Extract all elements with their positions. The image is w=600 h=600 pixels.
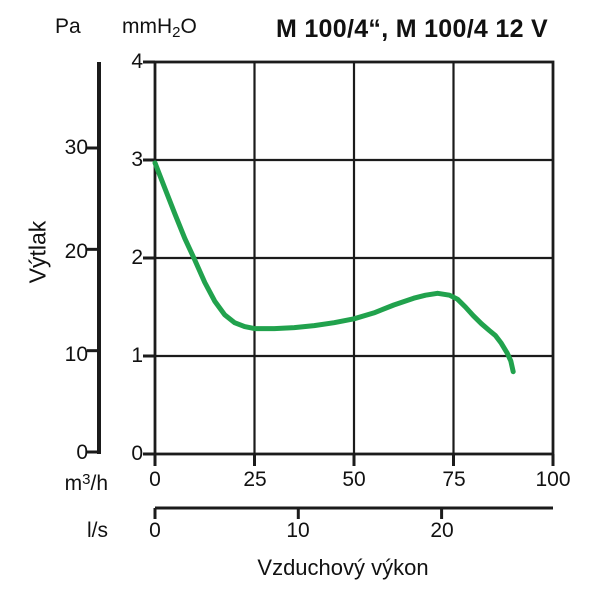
m3h-tick-label-25: 25 bbox=[243, 468, 267, 491]
m3h-tick-label-50: 50 bbox=[342, 468, 366, 491]
m3h-unit-suffix: /h bbox=[90, 472, 108, 495]
m3h-tick-label-0: 0 bbox=[149, 468, 161, 491]
ls-tick-label-20: 20 bbox=[430, 519, 454, 542]
pa-tick-label-30: 30 bbox=[64, 136, 88, 159]
m3h-tick-label-100: 100 bbox=[535, 468, 571, 491]
mmh2o-unit-subscript: 2 bbox=[172, 24, 181, 41]
ls-unit-label: l/s bbox=[87, 519, 108, 542]
mmh2o-tick-label-2: 2 bbox=[131, 246, 143, 269]
mmh2o-tick-label-0: 0 bbox=[131, 442, 143, 465]
mmh2o-unit-label: mmH2O bbox=[122, 15, 197, 42]
pa-tick-label-20: 20 bbox=[64, 240, 88, 263]
m3h-unit-prefix: m bbox=[64, 472, 83, 495]
m3h-tick-label-75: 75 bbox=[442, 468, 466, 491]
x-axis-title: Vzduchový výkon bbox=[257, 555, 429, 580]
pa-tick-label-0: 0 bbox=[76, 441, 88, 464]
chart-title: M 100/4“, M 100/4 12 V bbox=[275, 15, 549, 43]
ls-tick-label-0: 0 bbox=[149, 519, 161, 542]
mmh2o-tick-label-1: 1 bbox=[131, 344, 143, 367]
mmh2o-unit-prefix: mmH bbox=[122, 15, 173, 38]
performance-curve bbox=[152, 160, 516, 375]
pa-unit-label: Pa bbox=[55, 15, 81, 38]
m3h-unit-label: m3/h bbox=[40, 469, 108, 495]
mmh2o-tick-label-4: 4 bbox=[131, 50, 143, 73]
mmh2o-unit-suffix: O bbox=[180, 15, 197, 38]
mmh2o-tick-label-3: 3 bbox=[131, 148, 143, 171]
ls-tick-label-10: 10 bbox=[286, 519, 310, 542]
m3h-unit-superscript: 3 bbox=[82, 471, 91, 488]
pa-tick-label-10: 10 bbox=[64, 343, 88, 366]
